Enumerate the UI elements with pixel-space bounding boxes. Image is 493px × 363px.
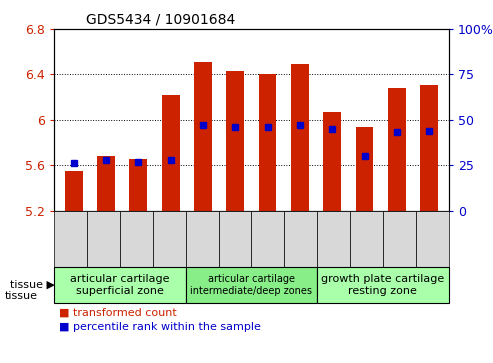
Bar xyxy=(65,171,82,211)
Text: ■ percentile rank within the sample: ■ percentile rank within the sample xyxy=(59,322,261,333)
Text: articular cartilage
intermediate/deep zones: articular cartilage intermediate/deep zo… xyxy=(190,274,313,296)
Text: ■ transformed count: ■ transformed count xyxy=(59,308,177,318)
Bar xyxy=(194,62,212,211)
Text: tissue: tissue xyxy=(5,291,38,301)
Bar xyxy=(259,74,277,211)
Bar xyxy=(421,85,438,211)
Bar xyxy=(323,112,341,211)
Bar xyxy=(388,88,406,211)
Bar xyxy=(226,71,244,211)
Text: growth plate cartilage
resting zone: growth plate cartilage resting zone xyxy=(321,274,445,296)
Text: tissue ▶: tissue ▶ xyxy=(10,280,55,290)
Text: articular cartilage
superficial zone: articular cartilage superficial zone xyxy=(70,274,170,296)
Bar xyxy=(355,127,374,211)
Text: GDS5434 / 10901684: GDS5434 / 10901684 xyxy=(86,12,235,26)
Bar xyxy=(162,95,179,211)
Bar xyxy=(129,159,147,211)
Bar xyxy=(97,156,115,211)
Bar xyxy=(291,64,309,211)
